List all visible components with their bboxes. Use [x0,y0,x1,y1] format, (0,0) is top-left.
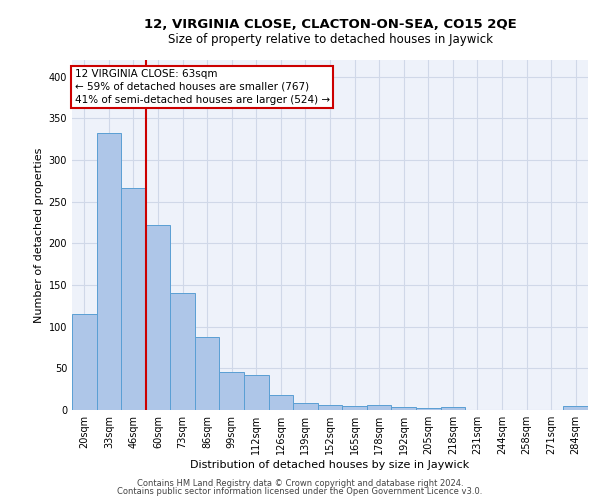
Bar [72,314,97,410]
Bar [563,406,588,410]
Bar [244,375,269,410]
X-axis label: Distribution of detached houses by size in Jaywick: Distribution of detached houses by size … [190,460,470,470]
Text: Size of property relative to detached houses in Jaywick: Size of property relative to detached ho… [167,32,493,46]
Bar [121,188,146,410]
Bar [342,406,367,410]
Bar [269,395,293,410]
Text: 12 VIRGINIA CLOSE: 63sqm
← 59% of detached houses are smaller (767)
41% of semi-: 12 VIRGINIA CLOSE: 63sqm ← 59% of detach… [74,68,330,105]
Bar [97,132,121,410]
Text: 12, VIRGINIA CLOSE, CLACTON-ON-SEA, CO15 2QE: 12, VIRGINIA CLOSE, CLACTON-ON-SEA, CO15… [143,18,517,30]
Bar [391,406,416,410]
Bar [416,408,440,410]
Bar [367,405,391,410]
Y-axis label: Number of detached properties: Number of detached properties [34,148,44,322]
Bar [293,402,318,410]
Bar [220,372,244,410]
Bar [146,225,170,410]
Bar [318,405,342,410]
Text: Contains public sector information licensed under the Open Government Licence v3: Contains public sector information licen… [118,487,482,496]
Bar [195,336,220,410]
Bar [170,292,195,410]
Bar [440,406,465,410]
Text: Contains HM Land Registry data © Crown copyright and database right 2024.: Contains HM Land Registry data © Crown c… [137,478,463,488]
